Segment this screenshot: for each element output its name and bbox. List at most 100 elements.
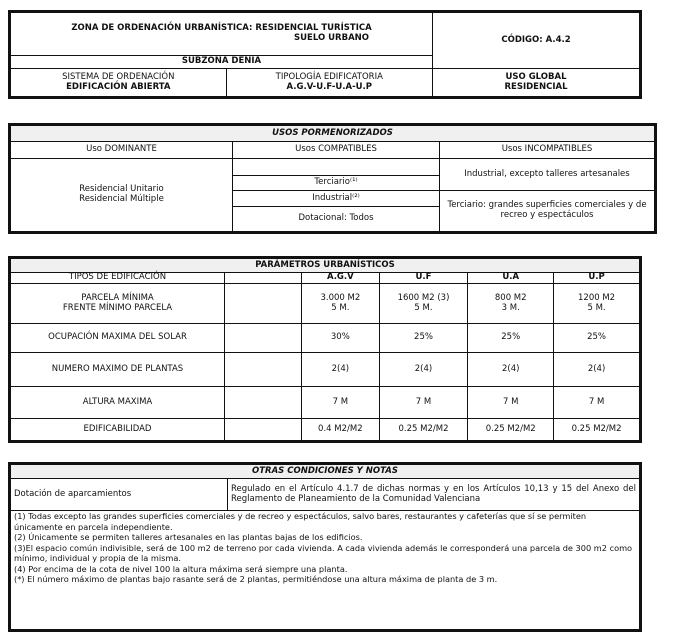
header-agv: A.G.V: [301, 272, 380, 284]
compatible-item: Dotacional: Todos: [232, 206, 440, 232]
param-value: 0.25 M2/M2: [378, 418, 469, 441]
param-value: 25%: [467, 323, 555, 353]
header-dominante: Uso DOMINANTE: [10, 141, 233, 159]
param-value: 0.4 M2/M2: [301, 418, 380, 441]
header-incompatibles: Usos INCOMPATIBLES: [439, 141, 655, 159]
param-value: 800 M2 3 M.: [467, 283, 555, 324]
header-blank: [224, 272, 302, 284]
param-value-line: 7 M: [415, 396, 432, 407]
param-row: NUMERO MAXIMO DE PLANTAS 2(4) 2(4) 2(4) 2(4): [10, 352, 640, 387]
param-value-line: 7 M: [502, 396, 519, 407]
header-tipos: TIPOS DE EDIFICACIÓN: [10, 272, 225, 284]
header-ua: U.A: [467, 272, 555, 284]
usos-table: USOS PORMENORIZADOS Uso DOMINANTE Usos CO…: [8, 123, 657, 234]
param-label-line: ALTURA MAXIMA: [82, 396, 153, 407]
codigo: CÓDIGO: A.4.2: [432, 12, 640, 69]
otras-table: OTRAS CONDICIONES Y NOTAS Dotación de ap…: [8, 462, 642, 632]
tipologia-cell: TIPOLOGÍA EDIFICATORIA A.G.V-U.F-U.A-U.P: [225, 68, 434, 97]
note: (*) El número máximo de plantas bajo ras…: [14, 574, 498, 584]
note: (4) Por encima de la cota de nivel 100 l…: [14, 563, 348, 574]
param-value-line: 5 M.: [331, 302, 350, 313]
compatible-item: Industrial⁽²⁾: [232, 190, 440, 207]
uso-label: USO GLOBAL: [505, 71, 567, 82]
param-blank: [224, 418, 302, 441]
uso-value: RESIDENCIAL: [504, 81, 568, 92]
param-value-line: 0.25 M2/M2: [485, 423, 536, 434]
param-value: 2(4): [301, 352, 380, 387]
param-value-line: 7 M: [332, 396, 349, 407]
param-label: OCUPACIÓN MAXIMA DEL SOLAR: [10, 323, 225, 353]
param-value-line: 0.4 M2/M2: [318, 423, 363, 434]
param-value-line: 25%: [501, 332, 521, 343]
sistema-value: EDIFICACIÓN ABIERTA: [66, 81, 171, 92]
param-value: 7 M: [301, 386, 380, 419]
subzona: SUBZONA DENIA: [10, 55, 433, 69]
param-label-line: EDIFICABILIDAD: [83, 423, 152, 434]
param-value-line: 5 M.: [587, 302, 606, 313]
suelo: SUELO URBANO: [294, 33, 369, 43]
param-value: 7 M: [467, 386, 555, 419]
header-up: U.P: [553, 272, 640, 284]
param-value: 1600 M2 (3) 5 M.: [378, 283, 469, 324]
param-value: 2(4): [378, 352, 469, 387]
dotacion-label: Dotación de aparcamientos: [10, 478, 228, 511]
param-label: ALTURA MAXIMA: [10, 386, 225, 419]
param-value: 0.25 M2/M2: [467, 418, 555, 441]
compatible-item: Terciario⁽¹⁾: [232, 175, 440, 191]
uso-cell: USO GLOBAL RESIDENCIAL: [432, 68, 640, 97]
param-value-line: 25%: [414, 332, 433, 343]
otras-title: OTRAS CONDICIONES Y NOTAS: [10, 464, 640, 479]
param-value-line: 2(4): [587, 363, 606, 374]
zona: ZONA DE ORDENACIÓN URBANÍSTICA: RESIDENC…: [71, 23, 372, 34]
param-value-line: 0.25 M2/M2: [398, 423, 449, 434]
param-value: 25%: [553, 323, 640, 353]
parametros-table: PARÁMETROS URBANÍSTICOS TIPOS DE EDIFICA…: [8, 256, 642, 443]
param-value-line: 7 M: [588, 396, 605, 407]
param-value-line: 2(4): [331, 363, 350, 374]
param-value: 1200 M2 5 M.: [553, 283, 640, 324]
param-label-line: FRENTE MÍNIMO PARCELA: [62, 302, 173, 313]
param-value: 7 M: [553, 386, 640, 419]
tipologia-value: A.G.V-U.F-U.A-U.P: [286, 81, 373, 92]
incompatible-item: Terciario: grandes superficies comercial…: [439, 190, 655, 232]
param-row: ALTURA MAXIMA 7 M 7 M 7 M 7 M: [10, 386, 640, 419]
param-value: 7 M: [378, 386, 469, 419]
note: (2) Únicamente se permiten talleres arte…: [14, 532, 363, 542]
param-value: 30%: [301, 323, 380, 353]
param-value-line: 25%: [587, 332, 607, 343]
param-label: EDIFICABILIDAD: [10, 418, 225, 441]
param-blank: [224, 283, 302, 324]
param-value-line: 1600 M2 (3): [397, 292, 450, 303]
incompatible-item: Industrial, excepto talleres artesanales: [439, 158, 655, 191]
compatible-item: [232, 158, 440, 176]
param-value-line: 1200 M2: [578, 292, 616, 303]
header-uf: U.F: [378, 272, 469, 284]
note: (1) Todas excepto las grandes superficie…: [14, 511, 587, 532]
sistema-label: SISTEMA DE ORDENACIÓN: [62, 71, 175, 82]
param-value: 25%: [378, 323, 469, 353]
param-label-line: NUMERO MAXIMO DE PLANTAS: [51, 363, 184, 374]
ficha-table: ZONA DE ORDENACIÓN URBANÍSTICA: RESIDENC…: [8, 10, 642, 99]
param-value-line: 3.000 M2: [320, 292, 361, 303]
param-label: PARCELA MÍNIMA FRENTE MÍNIMO PARCELA: [10, 283, 225, 324]
dominante-cell: Residencial Unitario Residencial Múltiple: [10, 158, 233, 232]
dominante-item: Residencial Múltiple: [79, 194, 164, 204]
usos-title: USOS PORMENORIZADOS: [10, 125, 655, 142]
note: (3)El espacio común indivisible, será de…: [14, 542, 633, 564]
param-blank: [224, 386, 302, 419]
param-label-line: PARCELA MÍNIMA: [81, 292, 154, 303]
param-value: 2(4): [467, 352, 555, 387]
tipologia-label: TIPOLOGÍA EDIFICATORIA: [275, 71, 383, 82]
notes-cell: (1) Todas excepto las grandes superficie…: [10, 510, 640, 630]
header-compatibles: Usos COMPATIBLES: [232, 141, 440, 159]
dominante-item: Residencial Unitario: [79, 184, 164, 195]
zona-cell: ZONA DE ORDENACIÓN URBANÍSTICA: RESIDENC…: [10, 12, 433, 56]
parametros-title: PARÁMETROS URBANÍSTICOS: [10, 258, 640, 273]
param-value-line: 5 M.: [414, 302, 433, 313]
param-value-line: 2(4): [414, 363, 433, 374]
param-row: EDIFICABILIDAD 0.4 M2/M2 0.25 M2/M2 0.25 M2…: [10, 418, 640, 441]
param-value: 3.000 M2 5 M.: [301, 283, 380, 324]
param-value-line: 30%: [330, 332, 350, 343]
param-label: NUMERO MAXIMO DE PLANTAS: [10, 352, 225, 387]
param-value-line: 0.25 M2/M2: [571, 423, 622, 434]
